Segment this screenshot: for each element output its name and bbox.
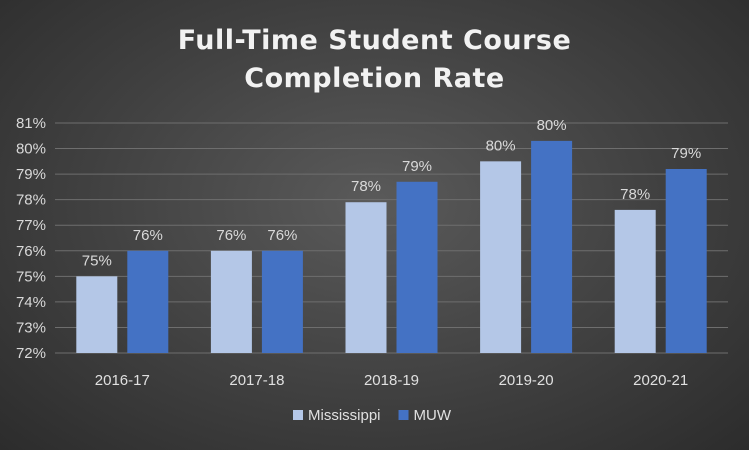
chart-title-line-2: Completion Rate — [244, 63, 504, 94]
bar-mississippi-2019-20 — [480, 161, 522, 353]
x-tick-label: 2017-18 — [229, 372, 284, 389]
legend-swatch — [293, 410, 303, 420]
data-label: 76% — [267, 227, 297, 244]
legend-item-mississippi: Mississippi — [293, 407, 381, 424]
legend-swatch — [398, 410, 409, 420]
chart-title-line-1: Full-Time Student Course — [178, 25, 572, 56]
y-tick-label: 74% — [16, 294, 46, 311]
data-label: 75% — [82, 252, 112, 269]
y-tick-label: 76% — [16, 243, 46, 260]
data-labels: 75% 76% 76% 76% 78% 79% 80% 80% 78% 79% — [82, 117, 701, 269]
x-axis: 2016-17 2017-18 2018-19 2019-20 2020-21 — [95, 372, 688, 389]
bar-mississippi-2020-21 — [614, 209, 656, 353]
x-tick-label: 2020-21 — [633, 372, 688, 389]
x-tick-label: 2018-19 — [364, 372, 419, 389]
data-label: 79% — [402, 158, 432, 175]
data-label: 76% — [216, 227, 246, 244]
y-tick-label: 75% — [16, 268, 46, 285]
y-tick-label: 77% — [16, 217, 46, 234]
x-tick-label: 2016-17 — [95, 372, 150, 389]
data-label: 80% — [486, 137, 516, 154]
bar-muw-2020-21 — [665, 169, 707, 353]
bar-muw-2016-17 — [127, 250, 169, 353]
legend: Mississippi MUW — [293, 407, 452, 424]
data-label: 78% — [620, 186, 650, 203]
legend-label: MUW — [414, 407, 452, 424]
bar-muw-2019-20 — [531, 140, 573, 353]
data-label: 78% — [351, 178, 381, 195]
bar-muw-2017-18 — [261, 250, 303, 353]
bar-mississippi-2018-19 — [345, 202, 387, 353]
legend-item-muw: MUW — [398, 407, 452, 424]
y-tick-label: 72% — [16, 345, 46, 362]
y-tick-label: 73% — [16, 319, 46, 336]
y-tick-label: 80% — [16, 141, 46, 158]
y-tick-label: 81% — [16, 115, 46, 132]
legend-label: Mississippi — [308, 407, 381, 424]
y-tick-label: 78% — [16, 192, 46, 209]
data-label: 76% — [133, 227, 163, 244]
data-label: 80% — [537, 117, 567, 134]
x-tick-label: 2019-20 — [499, 372, 554, 389]
data-label: 79% — [671, 145, 701, 162]
y-tick-label: 79% — [16, 166, 46, 183]
y-axis: 72% 73% 74% 75% 76% 77% 78% 79% 80% 81% — [16, 115, 46, 362]
bar-mississippi-2017-18 — [210, 250, 252, 353]
bar-mississippi-2016-17 — [76, 276, 118, 353]
bar-muw-2018-19 — [396, 181, 438, 353]
bars — [76, 140, 707, 353]
